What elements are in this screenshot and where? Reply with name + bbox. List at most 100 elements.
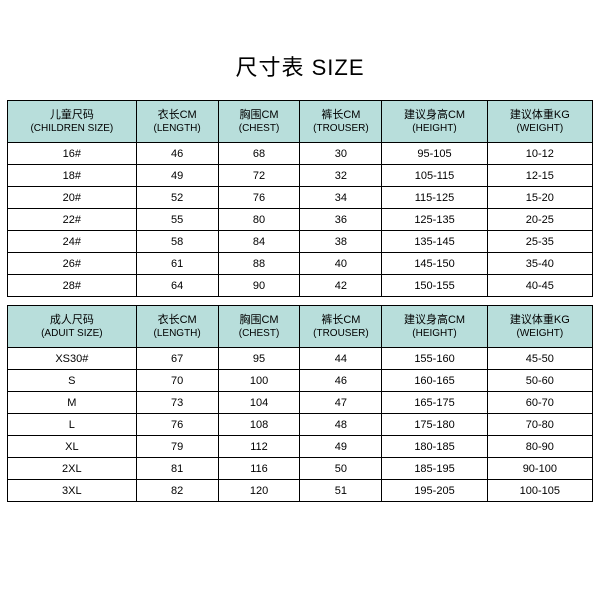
adult-cell-3-4: 175-180 (382, 414, 487, 436)
children-cell-3-5: 20-25 (487, 209, 592, 231)
children-cell-3-4: 125-135 (382, 209, 487, 231)
children-cell-1-2: 72 (218, 165, 300, 187)
adult-cell-0-4: 155-160 (382, 348, 487, 370)
adult-cell-1-0: S (8, 370, 137, 392)
table-row: 20#527634115-12515-20 (8, 187, 593, 209)
children-cell-4-4: 135-145 (382, 231, 487, 253)
children-header-5-cn: 建议体重KG (490, 109, 590, 122)
children-cell-0-1: 46 (136, 143, 218, 165)
size-tables-wrapper: 儿童尺码(CHILDREN SIZE)衣长CM(LENGTH)胸围CM(CHES… (7, 100, 593, 502)
adult-header-3: 裤长CM(TROUSER) (300, 306, 382, 348)
children-cell-4-2: 84 (218, 231, 300, 253)
adult-cell-1-4: 160-165 (382, 370, 487, 392)
size-chart-title: 尺寸表 SIZE (235, 50, 364, 82)
adult-cell-5-3: 50 (300, 458, 382, 480)
children-cell-1-5: 12-15 (487, 165, 592, 187)
children-header-5-en: (WEIGHT) (490, 123, 590, 135)
adult-cell-6-2: 120 (218, 480, 300, 502)
children-cell-4-5: 25-35 (487, 231, 592, 253)
children-cell-4-0: 24# (8, 231, 137, 253)
children-cell-1-4: 105-115 (382, 165, 487, 187)
children-cell-6-3: 42 (300, 275, 382, 297)
table-row: 18#497232105-11512-15 (8, 165, 593, 187)
children-cell-2-4: 115-125 (382, 187, 487, 209)
children-cell-1-3: 32 (300, 165, 382, 187)
adult-header-5-cn: 建议体重KG (490, 314, 590, 327)
children-cell-0-5: 10-12 (487, 143, 592, 165)
adult-cell-2-1: 73 (136, 392, 218, 414)
children-cell-2-2: 76 (218, 187, 300, 209)
children-header-1: 衣长CM(LENGTH) (136, 101, 218, 143)
adult-cell-1-3: 46 (300, 370, 382, 392)
adult-cell-2-2: 104 (218, 392, 300, 414)
children-cell-0-4: 95-105 (382, 143, 487, 165)
adult-cell-2-4: 165-175 (382, 392, 487, 414)
children-header-2-cn: 胸围CM (221, 109, 298, 122)
adult-cell-5-5: 90-100 (487, 458, 592, 480)
adult-cell-3-0: L (8, 414, 137, 436)
adult-cell-2-3: 47 (300, 392, 382, 414)
children-cell-6-1: 64 (136, 275, 218, 297)
adult-cell-2-5: 60-70 (487, 392, 592, 414)
children-header-4-cn: 建议身高CM (384, 109, 484, 122)
adult-cell-0-0: XS30# (8, 348, 137, 370)
adult-header-3-en: (TROUSER) (302, 328, 379, 340)
table-row: L7610848175-18070-80 (8, 414, 593, 436)
children-header-0-en: (CHILDREN SIZE) (10, 123, 134, 135)
adult-cell-3-3: 48 (300, 414, 382, 436)
children-cell-5-0: 26# (8, 253, 137, 275)
adult-cell-1-2: 100 (218, 370, 300, 392)
table-row: S7010046160-16550-60 (8, 370, 593, 392)
children-size-table: 儿童尺码(CHILDREN SIZE)衣长CM(LENGTH)胸围CM(CHES… (7, 100, 593, 297)
children-header-3: 裤长CM(TROUSER) (300, 101, 382, 143)
adult-cell-0-1: 67 (136, 348, 218, 370)
adult-cell-3-1: 76 (136, 414, 218, 436)
adult-header-2: 胸围CM(CHEST) (218, 306, 300, 348)
table-row: 2XL8111650185-19590-100 (8, 458, 593, 480)
adult-cell-0-3: 44 (300, 348, 382, 370)
adult-header-3-cn: 裤长CM (302, 314, 379, 327)
table-row: 28#649042150-15540-45 (8, 275, 593, 297)
adult-header-2-en: (CHEST) (221, 328, 298, 340)
adult-cell-3-2: 108 (218, 414, 300, 436)
adult-cell-0-2: 95 (218, 348, 300, 370)
children-cell-1-0: 18# (8, 165, 137, 187)
adult-cell-1-5: 50-60 (487, 370, 592, 392)
children-cell-6-2: 90 (218, 275, 300, 297)
children-cell-0-0: 16# (8, 143, 137, 165)
adult-header-2-cn: 胸围CM (221, 314, 298, 327)
children-header-4-en: (HEIGHT) (384, 123, 484, 135)
children-cell-2-3: 34 (300, 187, 382, 209)
table-row: 3XL8212051195-205100-105 (8, 480, 593, 502)
adult-header-0-en: (ADUIT SIZE) (10, 328, 134, 340)
adult-cell-5-4: 185-195 (382, 458, 487, 480)
adult-cell-3-5: 70-80 (487, 414, 592, 436)
adult-header-1-cn: 衣长CM (139, 314, 216, 327)
adult-header-4: 建议身高CM(HEIGHT) (382, 306, 487, 348)
adult-header-5: 建议体重KG(WEIGHT) (487, 306, 592, 348)
children-header-3-cn: 裤长CM (302, 109, 379, 122)
children-header-4: 建议身高CM(HEIGHT) (382, 101, 487, 143)
adult-cell-4-3: 49 (300, 436, 382, 458)
adult-cell-0-5: 45-50 (487, 348, 592, 370)
children-cell-5-2: 88 (218, 253, 300, 275)
children-header-1-cn: 衣长CM (139, 109, 216, 122)
adult-cell-5-0: 2XL (8, 458, 137, 480)
children-header-1-en: (LENGTH) (139, 123, 216, 135)
table-row: 22#558036125-13520-25 (8, 209, 593, 231)
table-row: 26#618840145-15035-40 (8, 253, 593, 275)
adult-cell-6-0: 3XL (8, 480, 137, 502)
adult-cell-5-1: 81 (136, 458, 218, 480)
adult-cell-4-4: 180-185 (382, 436, 487, 458)
adult-cell-6-1: 82 (136, 480, 218, 502)
table-row: 24#588438135-14525-35 (8, 231, 593, 253)
adult-header-1: 衣长CM(LENGTH) (136, 306, 218, 348)
table-row: M7310447165-17560-70 (8, 392, 593, 414)
adult-cell-1-1: 70 (136, 370, 218, 392)
children-cell-6-4: 150-155 (382, 275, 487, 297)
adult-cell-6-4: 195-205 (382, 480, 487, 502)
adult-cell-5-2: 116 (218, 458, 300, 480)
children-cell-2-0: 20# (8, 187, 137, 209)
children-header-2-en: (CHEST) (221, 123, 298, 135)
children-cell-4-1: 58 (136, 231, 218, 253)
